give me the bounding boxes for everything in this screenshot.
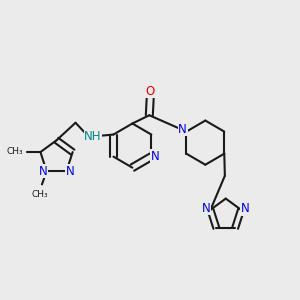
- Text: N: N: [202, 202, 211, 214]
- Text: N: N: [151, 150, 160, 163]
- Text: O: O: [146, 85, 155, 98]
- Text: N: N: [66, 165, 75, 178]
- Text: CH₃: CH₃: [32, 190, 49, 199]
- Text: N: N: [240, 202, 249, 215]
- Text: N: N: [39, 165, 47, 178]
- Text: NH: NH: [84, 130, 102, 142]
- Text: CH₃: CH₃: [6, 147, 23, 156]
- Text: N: N: [178, 123, 187, 136]
